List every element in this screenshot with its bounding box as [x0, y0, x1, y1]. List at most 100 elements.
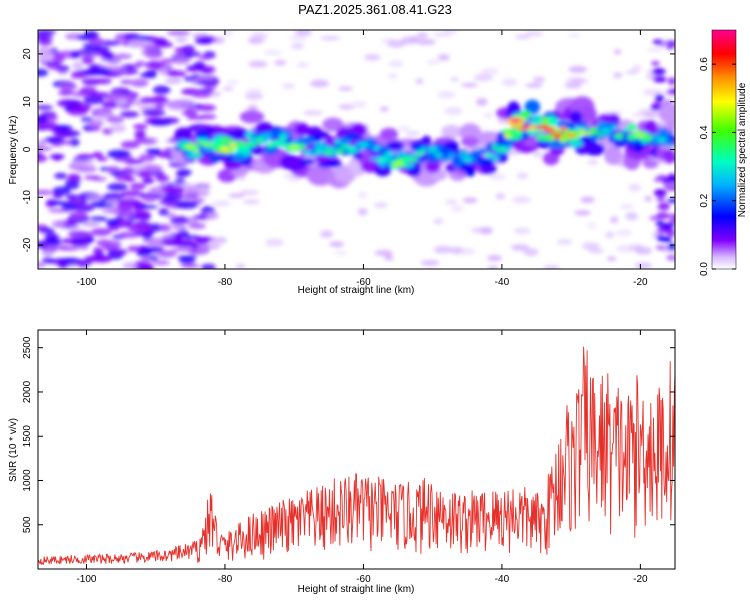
- spectral-blob: [50, 258, 74, 265]
- spectral-blob: [524, 99, 541, 114]
- spectral-blob: [71, 159, 95, 167]
- spectral-blob: [208, 91, 221, 97]
- spectral-blob: [433, 245, 454, 254]
- spectral-blob: [100, 51, 113, 60]
- spectral-blob: [546, 126, 556, 134]
- spectral-blob: [212, 36, 225, 44]
- spectral-blob: [52, 124, 73, 131]
- spectral-blob: [106, 115, 125, 124]
- spectral-blob: [426, 59, 441, 65]
- spectral-blob: [148, 118, 172, 126]
- spectral-blob: [185, 187, 196, 196]
- spectral-peak-core: [496, 147, 507, 152]
- spectral-blob: [388, 60, 404, 68]
- spectral-blob: [386, 140, 405, 152]
- spectral-blob: [84, 30, 99, 39]
- spectral-blob: [81, 55, 94, 65]
- spectral-blob: [487, 255, 503, 262]
- spectral-blob: [364, 54, 381, 61]
- spectral-blob: [242, 199, 261, 204]
- spectral-blob: [67, 199, 87, 206]
- spectral-blob: [274, 59, 287, 66]
- snr-series-line: [38, 346, 675, 565]
- spectral-blob: [241, 144, 250, 152]
- spectral-blob: [196, 237, 209, 244]
- top-y-tick-label: -20: [22, 237, 33, 252]
- spectral-blob: [384, 151, 394, 159]
- spectral-blob: [252, 146, 264, 156]
- spectral-peak-core: [462, 156, 473, 162]
- spectral-blob: [379, 127, 399, 141]
- top-x-tick-label: -20: [633, 277, 648, 288]
- spectral-blob: [652, 68, 666, 76]
- spectral-blob: [609, 216, 619, 224]
- spectral-blob: [147, 240, 166, 248]
- spectral-blob: [205, 211, 220, 220]
- spectral-blob: [416, 32, 429, 39]
- spectral-blob: [235, 263, 246, 269]
- spectral-blob: [83, 95, 105, 105]
- spectral-blob: [374, 250, 393, 256]
- spectral-blob: [667, 198, 675, 203]
- spectral-blob: [71, 71, 83, 76]
- spectral-blob: [169, 216, 190, 225]
- spectral-blob: [666, 254, 675, 261]
- colorbar: 0.0 0.2 0.4 0.6 Normalized spectral amplitu…: [699, 29, 748, 276]
- spectral-blob: [180, 194, 198, 199]
- spectral-blob: [643, 88, 663, 96]
- spectral-blob: [38, 30, 57, 35]
- spectral-blob: [415, 150, 426, 156]
- spectral-blob: [480, 67, 500, 75]
- spectral-blob: [174, 100, 195, 107]
- spectral-blob: [653, 189, 667, 197]
- spectral-blob: [656, 212, 670, 220]
- spectral-blob: [400, 36, 418, 45]
- spectral-blob: [352, 152, 363, 160]
- spectral-blob: [329, 241, 345, 248]
- top-x-tick-label: -60: [356, 277, 371, 288]
- spectral-blob: [590, 127, 600, 135]
- snr-frame: [37, 329, 676, 570]
- spectral-blob: [604, 145, 623, 166]
- spectral-blob: [38, 224, 48, 230]
- spectral-blob: [192, 198, 205, 203]
- spectral-blob: [282, 83, 295, 89]
- bottom-x-axis-label: Height of straight line (km): [298, 584, 415, 595]
- spectral-blob: [58, 246, 80, 251]
- spectral-blob: [397, 125, 412, 132]
- spectral-blob: [581, 242, 600, 250]
- spectral-blob: [51, 153, 63, 161]
- spectral-blob: [568, 65, 587, 73]
- spectral-blob: [464, 166, 476, 177]
- spectral-blob: [476, 98, 488, 106]
- spectral-blob: [379, 106, 389, 112]
- spectral-blob: [38, 105, 54, 110]
- spectral-blob: [120, 79, 133, 85]
- spectral-blob: [627, 123, 637, 131]
- spectral-blob: [220, 137, 234, 144]
- spectral-blob: [73, 203, 95, 212]
- colorbar-tick-label: 0.6: [699, 57, 710, 71]
- top-y-axis-label: Frequency (Hz): [8, 116, 19, 185]
- spectral-blob: [154, 104, 166, 110]
- spectral-blob: [133, 124, 148, 130]
- spectral-blob: [569, 110, 583, 125]
- spectral-peak-core: [393, 161, 404, 167]
- top-x-tick-label: -80: [218, 277, 233, 288]
- spectral-blob: [136, 204, 159, 209]
- spectral-blob: [84, 175, 101, 180]
- chart-title: PAZ1.2025.361.08.41.G23: [298, 2, 452, 17]
- spectral-blob: [271, 139, 282, 147]
- spectral-blob: [501, 78, 518, 87]
- bottom-x-tick-label: -40: [495, 574, 510, 585]
- spectral-blob: [239, 189, 259, 196]
- spectral-blob: [340, 144, 351, 148]
- spectral-blob: [535, 125, 542, 130]
- spectral-blob: [387, 39, 406, 48]
- spectral-blob: [289, 35, 309, 41]
- spectral-blob: [338, 86, 353, 91]
- top-y-tick-label: 20: [22, 48, 33, 60]
- top-y-tick-label: 10: [22, 96, 33, 108]
- spectral-blob: [152, 85, 171, 95]
- spectral-blob: [504, 133, 511, 139]
